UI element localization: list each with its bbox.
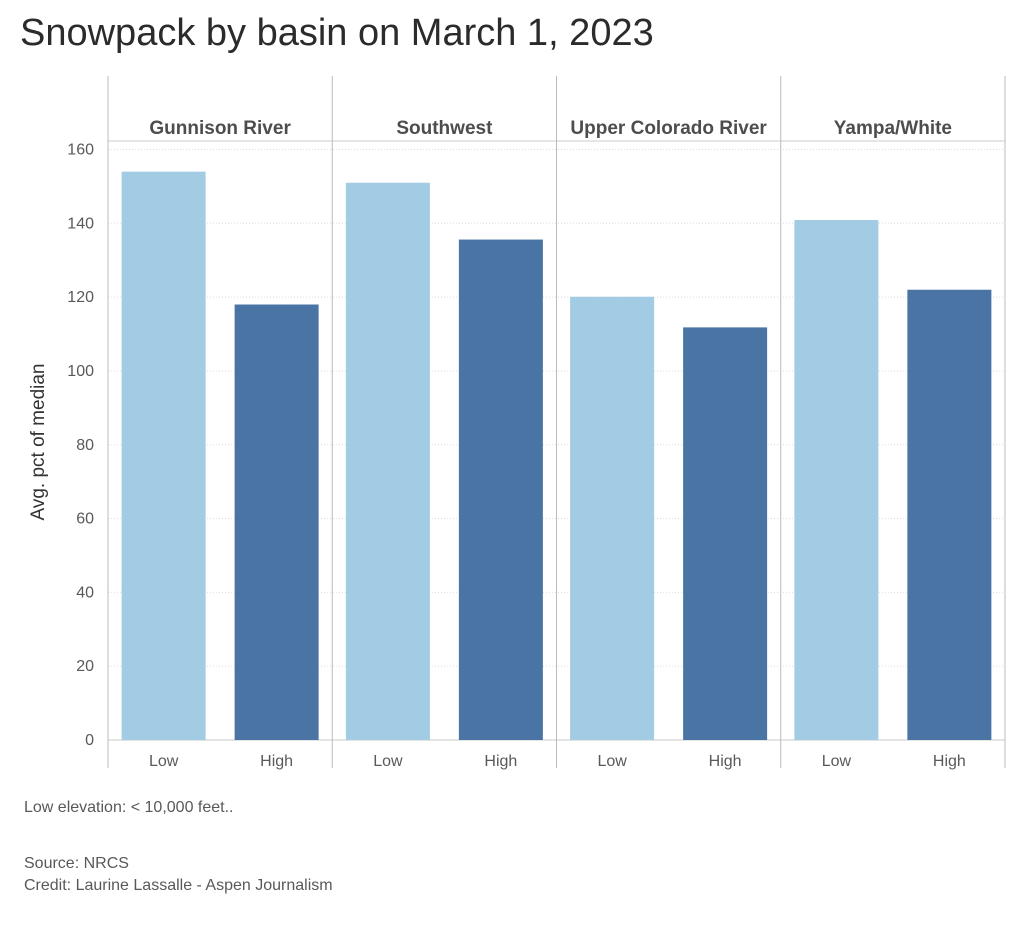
- svg-text:120: 120: [67, 289, 94, 306]
- svg-text:Low: Low: [822, 753, 852, 770]
- svg-text:Upper Colorado River: Upper Colorado River: [570, 118, 767, 139]
- svg-text:160: 160: [67, 142, 94, 159]
- svg-text:Low: Low: [373, 753, 403, 770]
- svg-text:20: 20: [76, 658, 94, 675]
- svg-text:High: High: [260, 753, 293, 770]
- svg-text:40: 40: [76, 584, 94, 601]
- svg-text:High: High: [484, 753, 517, 770]
- svg-text:Low: Low: [149, 753, 179, 770]
- svg-text:Yampa/White: Yampa/White: [834, 118, 952, 139]
- svg-text:Low: Low: [597, 753, 627, 770]
- svg-text:Gunnison River: Gunnison River: [149, 118, 291, 139]
- svg-text:High: High: [933, 753, 966, 770]
- svg-text:80: 80: [76, 437, 94, 454]
- svg-text:0: 0: [85, 732, 94, 749]
- svg-text:60: 60: [76, 511, 94, 528]
- svg-text:140: 140: [67, 215, 94, 232]
- svg-text:100: 100: [67, 363, 94, 380]
- svg-text:High: High: [709, 753, 742, 770]
- svg-text:Southwest: Southwest: [396, 118, 493, 139]
